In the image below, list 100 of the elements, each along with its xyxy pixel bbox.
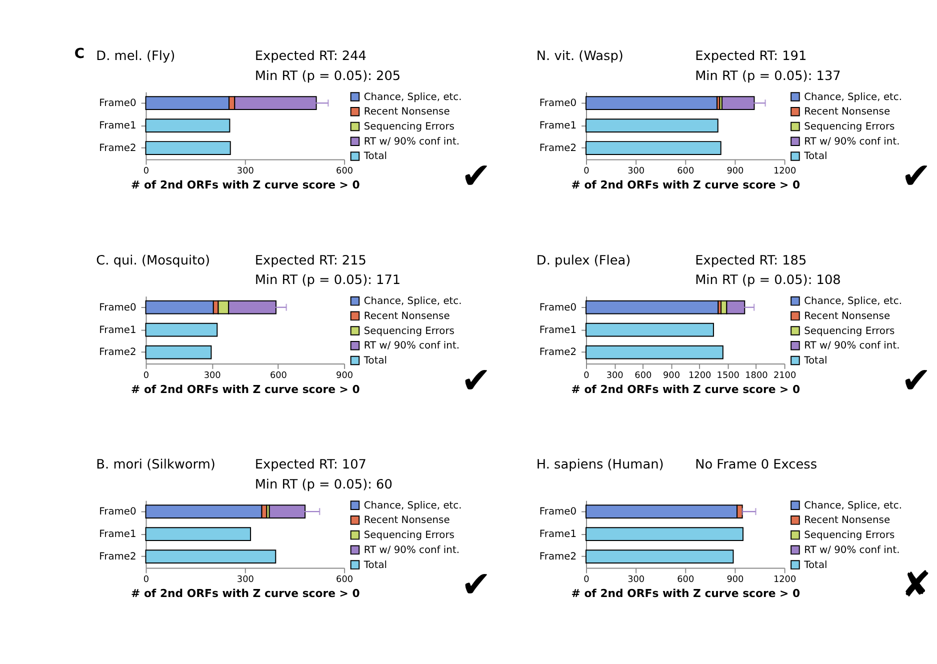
bar — [586, 527, 744, 541]
bar — [586, 345, 724, 360]
chart-title: D. pulex (Flea) — [536, 253, 631, 268]
legend-label: Chance, Splice, etc. — [804, 92, 902, 103]
x-tick-label: 0 — [143, 166, 150, 177]
y-tick-label: Frame0 — [99, 98, 136, 110]
text: Min RT (p = 0.05): 171 — [254, 273, 401, 288]
y-tick-label: Frame1 — [99, 529, 136, 540]
legend-label: Sequencing Errors — [804, 530, 895, 542]
chart-title: C. qui. (Mosquito) — [96, 253, 210, 268]
legend-label: Total — [803, 356, 828, 367]
bar — [586, 550, 734, 564]
legend-label: Chance, Splice, etc. — [364, 500, 462, 512]
x-tick-label: 300 — [236, 575, 254, 586]
text: Min RT (p = 0.05): 60 — [254, 477, 392, 492]
x-tick-label: 600 — [634, 370, 652, 381]
text: ✔ — [461, 564, 491, 606]
bar — [586, 322, 714, 337]
legend-label: Recent Nonsense — [804, 106, 890, 118]
y-tick-label: Frame0 — [539, 302, 577, 314]
y-tick-label: Frame1 — [539, 324, 577, 336]
legend-label: Total — [362, 356, 388, 367]
bar — [145, 118, 230, 132]
y-tick-label: Frame2 — [539, 347, 577, 358]
x-axis-title: # of 2nd ORFs with Z curve score > 0 — [131, 587, 360, 600]
x-tick-label: 600 — [336, 166, 354, 177]
y-tick-label: Frame2 — [539, 552, 577, 562]
x-tick-label: 1200 — [688, 370, 712, 381]
x-tick-label: 600 — [677, 166, 694, 177]
text: ✘ — [901, 564, 932, 606]
x-tick-label: 600 — [336, 575, 354, 586]
y-tick-label: Frame2 — [539, 142, 577, 154]
y-tick-label: Frame2 — [99, 347, 136, 358]
legend-label: RT w/ 90% conf int. — [364, 340, 460, 352]
x-tick-label: 0 — [584, 575, 590, 586]
x-axis-title: # of 2nd ORFs with Z curve score > 0 — [131, 178, 360, 192]
x-tick-label: 300 — [236, 166, 254, 177]
bar — [586, 118, 718, 132]
legend-label: Sequencing Errors — [364, 122, 454, 133]
legend-label: Chance, Splice, etc. — [804, 296, 902, 308]
legend-label: RT w/ 90% conf int. — [364, 136, 460, 148]
legend-label: Chance, Splice, etc. — [364, 92, 462, 103]
text: No Frame 0 Excess — [695, 458, 818, 473]
legend-label: Recent Nonsense — [364, 515, 450, 526]
text: Expected RT: 107 — [254, 458, 366, 473]
x-tick-label: 300 — [204, 370, 222, 381]
x-tick-label: 300 — [606, 370, 624, 381]
text: Min RT (p = 0.05): 205 — [254, 68, 401, 84]
legend-label: Chance, Splice, etc. — [364, 296, 462, 308]
chart-title: D. mel. (Fly) — [96, 49, 176, 64]
text: Expected RT: 215 — [254, 253, 366, 268]
bar — [145, 527, 252, 541]
bar — [145, 141, 231, 155]
bar — [586, 141, 722, 155]
legend-label: Recent Nonsense — [364, 106, 450, 118]
legend-label: Total — [362, 151, 388, 162]
text: ✔ — [461, 156, 491, 198]
y-tick-label: Frame1 — [99, 120, 136, 132]
legend-label: Recent Nonsense — [804, 310, 890, 322]
legend-label: Sequencing Errors — [804, 122, 895, 133]
x-axis-title: # of 2nd ORFs with Z curve score > 0 — [571, 178, 800, 192]
text: ✔ — [461, 360, 491, 402]
y-tick-label: Frame2 — [99, 552, 136, 562]
x-tick-label: 900 — [662, 370, 680, 381]
x-tick-label: 900 — [336, 370, 354, 381]
bar — [145, 322, 218, 337]
x-tick-label: 300 — [628, 575, 645, 586]
y-tick-label: Frame0 — [99, 302, 136, 314]
x-tick-label: 1800 — [745, 370, 768, 381]
x-axis-title: # of 2nd ORFs with Z curve score > 0 — [131, 382, 360, 396]
bar — [145, 504, 262, 519]
text: Expected RT: 244 — [254, 49, 366, 64]
bar — [586, 96, 718, 110]
bar — [145, 345, 212, 360]
text: Expected RT: 185 — [695, 253, 807, 268]
y-tick-label: Frame1 — [539, 529, 577, 540]
x-axis-title: # of 2nd ORFs with Z curve score > 0 — [571, 587, 800, 600]
y-tick-label: Frame0 — [99, 506, 136, 518]
legend-label: Recent Nonsense — [364, 310, 450, 322]
legend-label: RT w/ 90% conf int. — [364, 544, 460, 556]
legend-label: Recent Nonsense — [804, 515, 890, 526]
y-tick-label: Frame1 — [99, 324, 136, 336]
legend-label: Sequencing Errors — [364, 530, 454, 542]
x-tick-label: 0 — [143, 575, 150, 586]
text: Min RT (p = 0.05): 108 — [695, 273, 841, 288]
x-tick-label: 2100 — [773, 370, 796, 381]
x-tick-label: 300 — [628, 166, 645, 177]
legend-label: Sequencing Errors — [364, 326, 454, 337]
chart-title: H. sapiens (Human) — [536, 458, 664, 473]
bar — [145, 300, 214, 314]
chart-title: B. mori (Silkworm) — [96, 458, 216, 473]
legend-label: RT w/ 90% conf int. — [804, 544, 900, 556]
legend-label: RT w/ 90% conf int. — [804, 340, 900, 352]
x-tick-label: 0 — [584, 166, 590, 177]
text: C — [74, 46, 85, 62]
text: Min RT (p = 0.05): 137 — [695, 68, 841, 84]
legend-label: Total — [362, 560, 388, 571]
text: ✔ — [901, 360, 932, 402]
y-tick-label: Frame0 — [539, 506, 577, 518]
x-tick-label: 900 — [726, 166, 744, 177]
